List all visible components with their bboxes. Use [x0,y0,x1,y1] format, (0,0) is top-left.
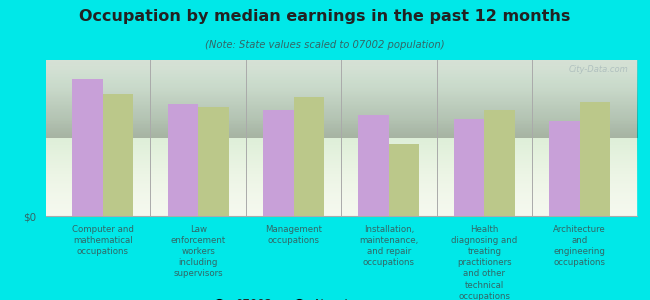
Bar [580,102,610,216]
Bar [358,115,389,216]
Bar [549,121,580,216]
Bar [263,110,294,216]
Text: (Note: State values scaled to 07002 population): (Note: State values scaled to 07002 popu… [205,40,445,50]
Bar [103,94,133,216]
Bar [72,79,103,216]
Bar [198,107,229,216]
Bar [168,104,198,216]
Text: City-Data.com: City-Data.com [568,65,628,74]
Text: Occupation by median earnings in the past 12 months: Occupation by median earnings in the pas… [79,9,571,24]
Bar [454,119,484,216]
Legend: 07002, New Jersey: 07002, New Jersey [203,294,385,300]
Bar [294,98,324,216]
Bar [484,110,515,216]
Bar [389,144,419,216]
